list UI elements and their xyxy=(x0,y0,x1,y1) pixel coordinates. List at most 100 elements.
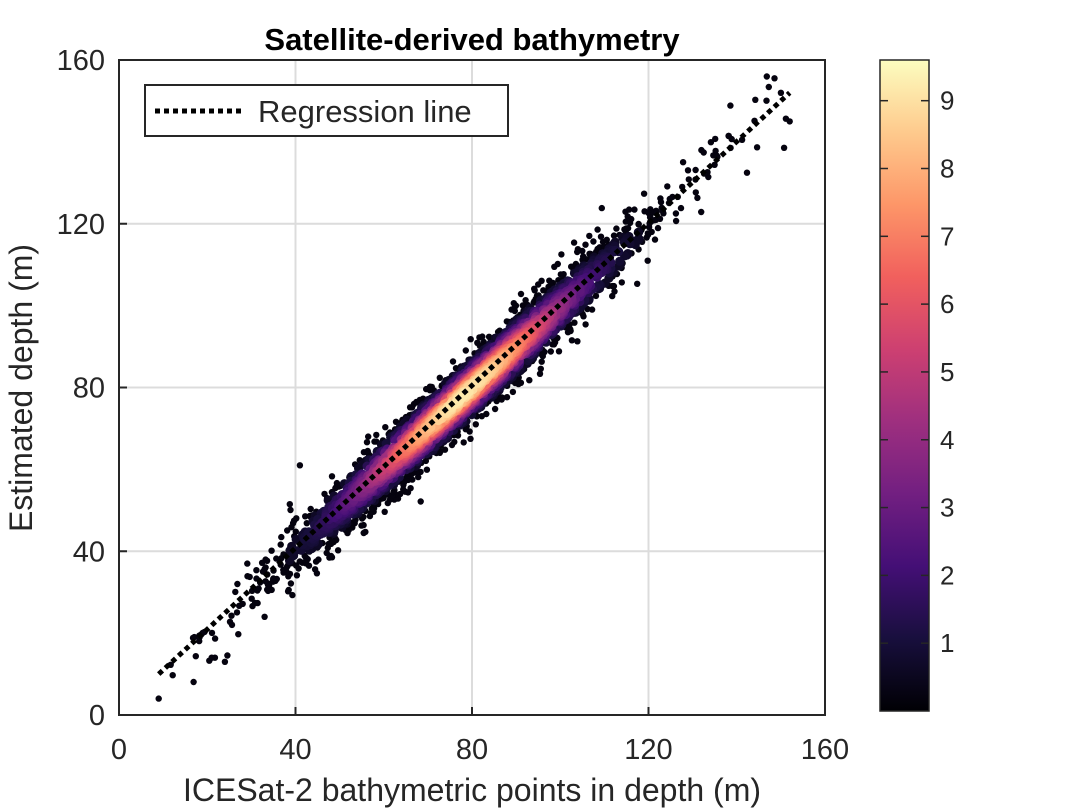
data-point xyxy=(640,190,648,197)
x-tick-label: 40 xyxy=(279,734,311,766)
data-point xyxy=(478,413,485,420)
x-tick-label: 120 xyxy=(624,734,672,766)
data-point xyxy=(531,287,538,294)
data-point xyxy=(594,226,601,233)
data-point xyxy=(244,560,251,567)
data-point xyxy=(685,176,692,183)
data-point xyxy=(325,540,332,548)
x-axis-ticks: 0 40 80 120 160 xyxy=(111,707,849,766)
data-point xyxy=(613,225,620,232)
data-point xyxy=(360,529,367,537)
data-point xyxy=(263,557,271,564)
data-point xyxy=(590,238,597,245)
data-point xyxy=(519,302,526,309)
x-tick-label: 80 xyxy=(456,734,488,766)
data-point xyxy=(365,433,372,440)
data-point xyxy=(763,97,770,104)
data-point xyxy=(261,566,268,573)
data-point xyxy=(672,210,680,217)
data-point xyxy=(415,473,422,481)
data-point xyxy=(235,631,242,638)
data-point xyxy=(191,633,198,641)
regression-line xyxy=(157,90,792,676)
data-point xyxy=(698,208,705,216)
data-point xyxy=(654,224,662,232)
data-point xyxy=(526,377,533,384)
data-point xyxy=(296,558,303,565)
data-point xyxy=(192,653,199,660)
data-point xyxy=(288,524,295,531)
data-point xyxy=(315,556,322,563)
data-point xyxy=(574,248,581,256)
y-axis-label: Estimated depth (m) xyxy=(3,244,39,532)
data-point xyxy=(555,348,563,355)
data-point xyxy=(485,333,493,340)
data-point xyxy=(358,522,365,529)
data-point xyxy=(610,232,618,239)
data-point xyxy=(611,288,618,295)
y-tick-label: 120 xyxy=(57,209,105,241)
data-point xyxy=(782,115,790,122)
data-point xyxy=(598,204,605,212)
data-point xyxy=(537,365,544,372)
x-axis-label: ICESat-2 bathymetric points in depth (m) xyxy=(183,772,761,808)
data-point xyxy=(291,534,301,545)
data-point xyxy=(568,337,576,344)
data-point xyxy=(692,189,699,196)
colorbar-tick-label: 5 xyxy=(940,357,954,387)
data-point xyxy=(625,206,633,213)
data-point xyxy=(268,547,275,554)
data-point xyxy=(509,388,517,396)
density-points xyxy=(155,73,793,702)
data-point xyxy=(677,204,685,212)
data-point xyxy=(651,236,659,243)
data-point xyxy=(582,321,589,328)
data-point xyxy=(752,96,759,104)
data-point xyxy=(208,654,215,661)
data-point xyxy=(707,139,715,146)
data-point xyxy=(296,462,304,469)
data-point xyxy=(467,435,474,442)
data-point xyxy=(303,520,310,527)
data-point xyxy=(373,431,380,439)
data-point xyxy=(328,473,336,480)
data-point xyxy=(311,566,319,573)
data-point xyxy=(694,194,701,202)
data-point xyxy=(289,591,296,599)
data-point xyxy=(536,370,544,377)
data-point xyxy=(239,600,246,608)
data-point xyxy=(396,490,404,498)
data-point xyxy=(558,251,565,258)
data-point xyxy=(586,232,593,240)
data-point xyxy=(233,609,241,616)
data-point xyxy=(449,358,457,365)
data-point xyxy=(302,513,309,520)
data-point xyxy=(635,221,642,228)
data-point xyxy=(287,580,295,587)
data-point xyxy=(780,144,788,151)
colorbar-tick-label: 1 xyxy=(940,628,954,658)
data-point xyxy=(517,290,525,298)
data-point xyxy=(753,144,761,151)
colorbar-frame xyxy=(879,59,930,712)
grid-lines xyxy=(119,60,825,715)
y-tick-label: 160 xyxy=(57,45,105,77)
colorbar-tick-label: 3 xyxy=(940,493,954,523)
colorbar-tick-label: 6 xyxy=(940,289,954,319)
data-point xyxy=(248,595,255,602)
y-tick-label: 40 xyxy=(73,536,105,568)
data-point xyxy=(626,219,634,227)
data-point xyxy=(692,166,699,174)
data-point xyxy=(251,599,259,607)
data-point xyxy=(618,279,625,286)
data-point xyxy=(657,198,665,206)
data-point xyxy=(407,485,414,492)
data-point xyxy=(285,586,292,594)
colorbar-tick-label: 7 xyxy=(940,221,954,251)
data-point xyxy=(382,424,389,431)
data-point xyxy=(224,652,231,659)
data-point xyxy=(323,549,330,557)
data-point xyxy=(645,224,653,231)
data-point xyxy=(771,75,778,82)
data-point xyxy=(169,672,176,679)
